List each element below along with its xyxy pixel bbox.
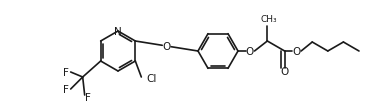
Text: O: O <box>293 47 301 56</box>
Text: F: F <box>63 84 68 94</box>
Text: CH₃: CH₃ <box>260 15 277 24</box>
Text: F: F <box>85 92 91 102</box>
Text: O: O <box>162 42 171 52</box>
Text: N: N <box>114 27 122 37</box>
Text: O: O <box>246 47 254 56</box>
Text: O: O <box>280 66 289 76</box>
Text: F: F <box>63 67 68 77</box>
Text: Cl: Cl <box>146 73 157 83</box>
